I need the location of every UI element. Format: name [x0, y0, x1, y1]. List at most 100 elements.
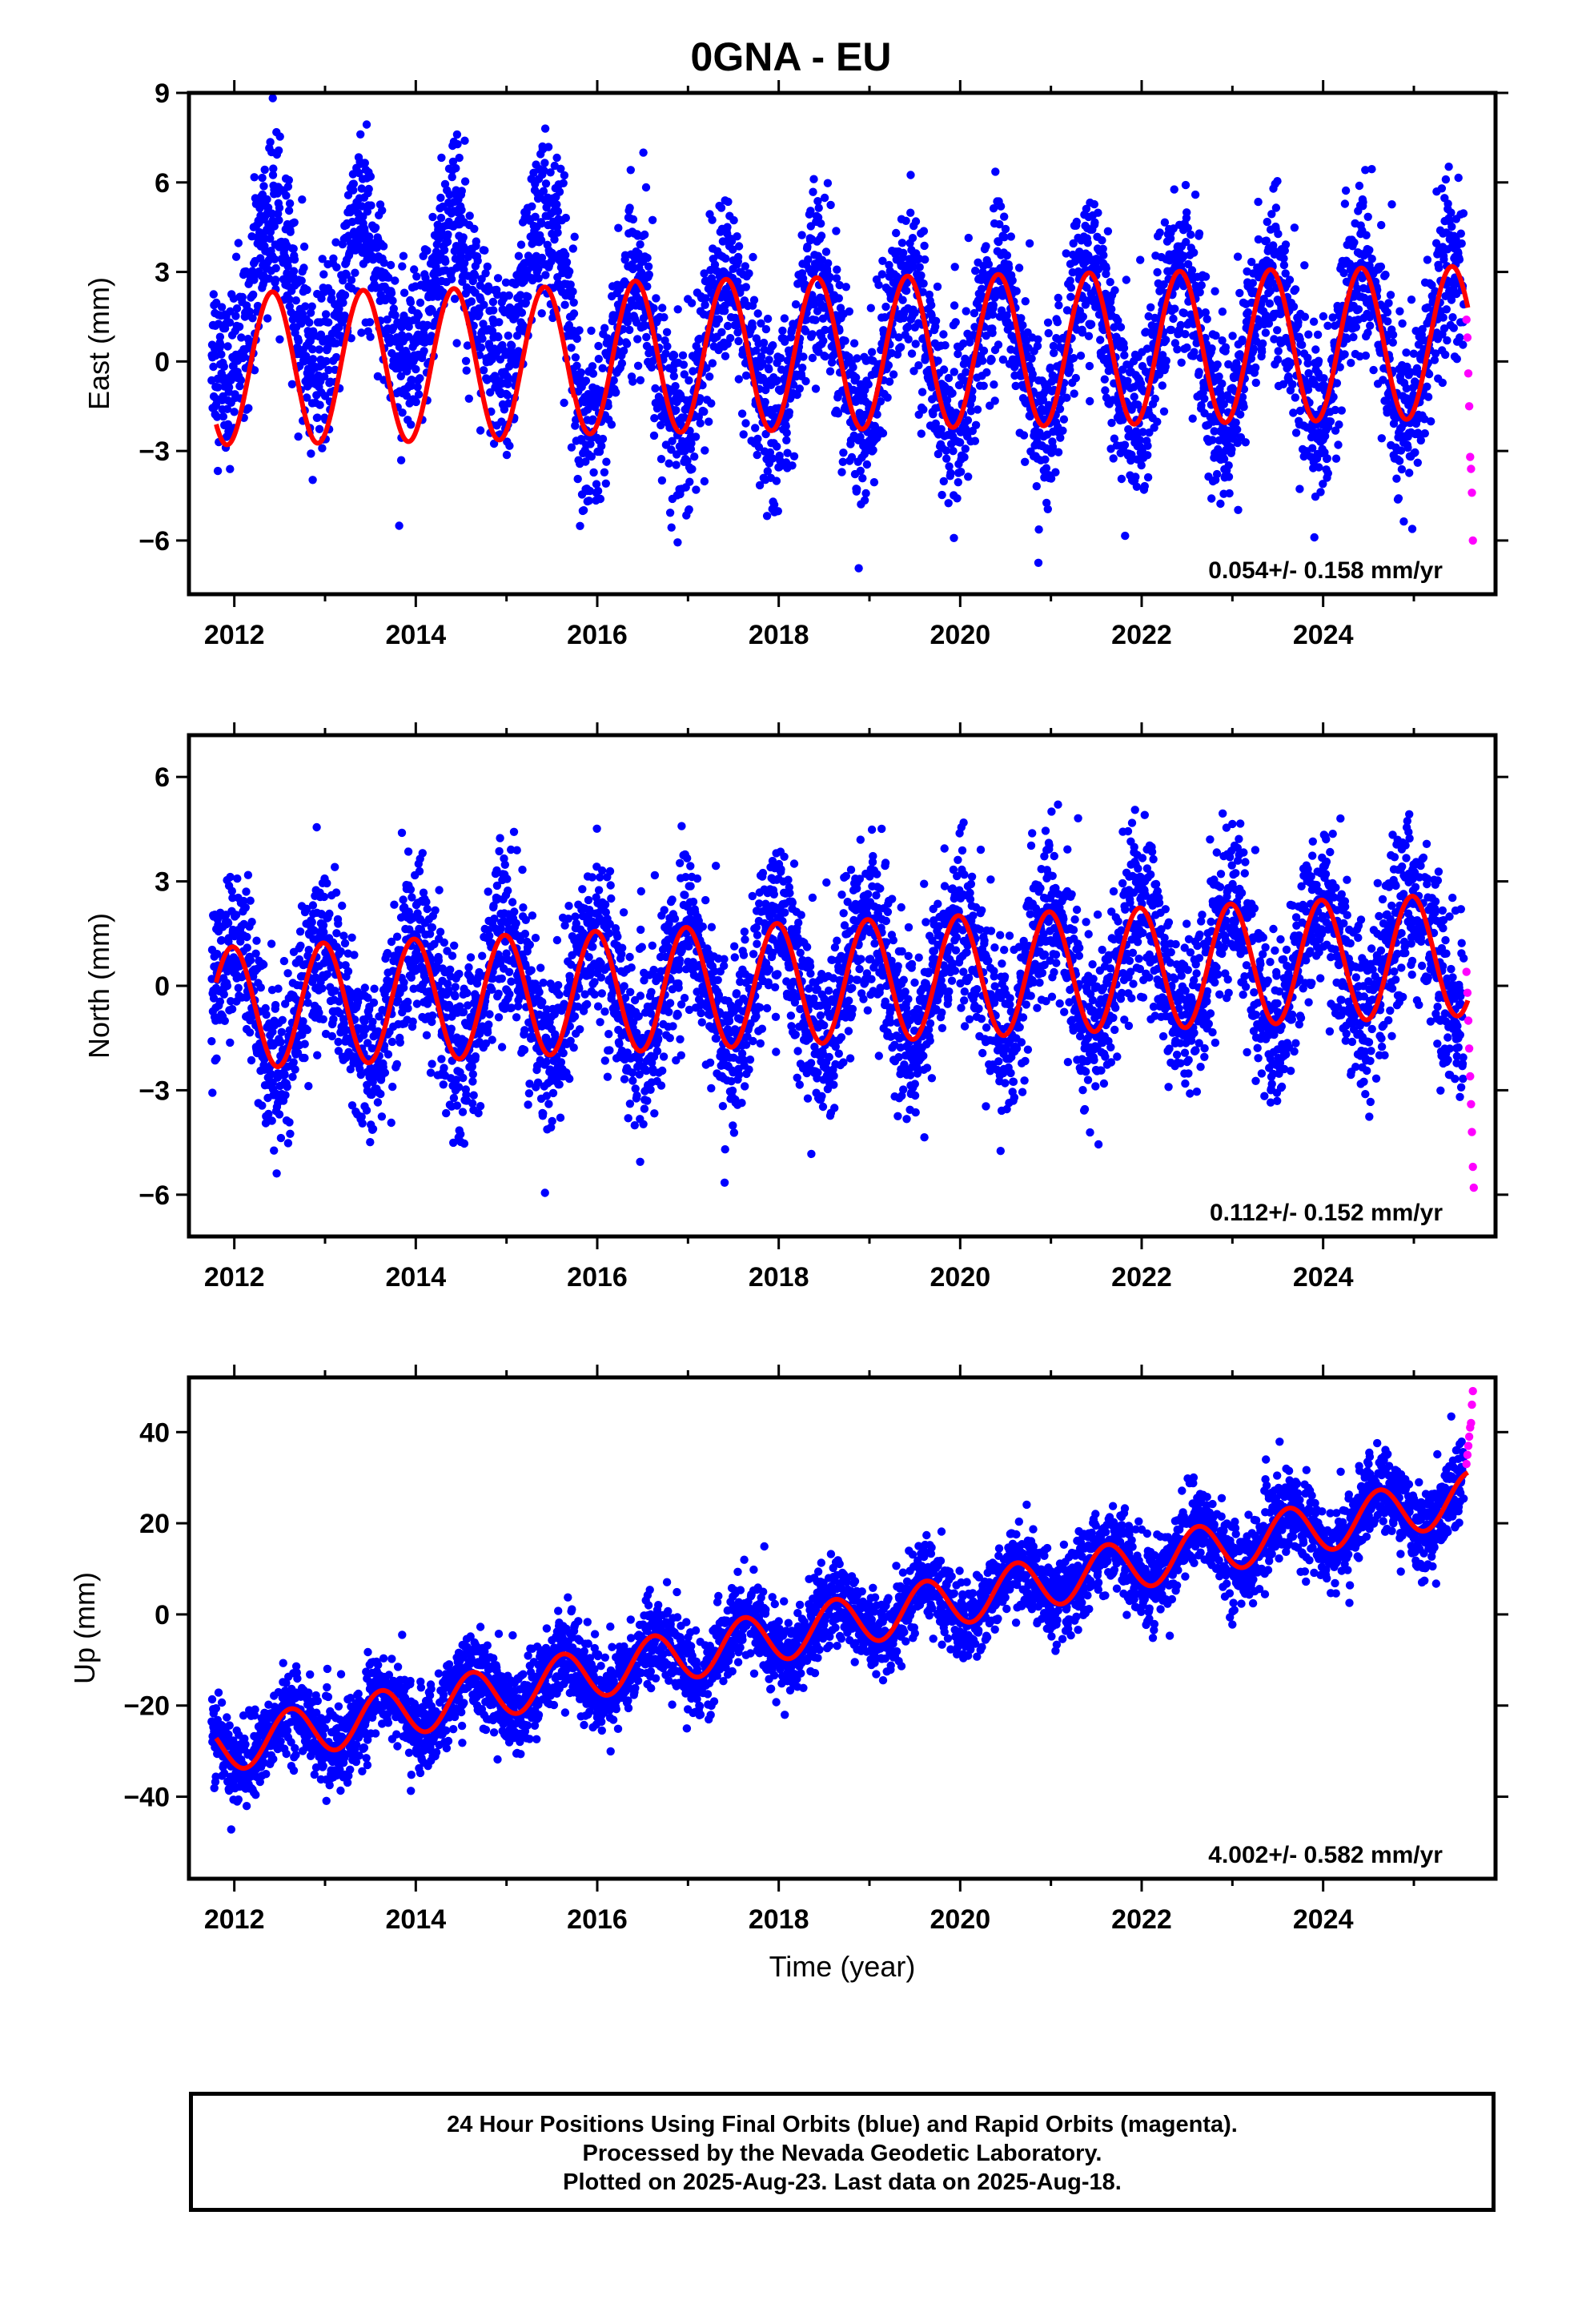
final-orbit-point — [1254, 235, 1263, 244]
final-orbit-point — [700, 269, 709, 278]
y-axis-label: East (mm) — [82, 277, 115, 410]
rapid-orbit-point — [1462, 316, 1471, 324]
final-orbit-point — [723, 321, 733, 331]
final-orbit-point — [357, 202, 367, 211]
final-orbit-point — [902, 286, 911, 296]
final-orbit-point — [285, 1118, 294, 1127]
final-orbit-point — [1249, 344, 1259, 353]
final-orbit-point — [957, 468, 966, 476]
final-orbit-point — [347, 334, 355, 343]
final-orbit-point — [427, 332, 436, 340]
final-orbit-point — [782, 428, 791, 437]
final-orbit-point — [707, 399, 716, 408]
final-orbit-point — [224, 383, 234, 392]
final-orbit-point — [1218, 308, 1227, 316]
final-orbit-point — [1000, 233, 1009, 242]
final-orbit-point — [308, 476, 317, 485]
final-orbit-point — [360, 159, 369, 167]
final-orbit-point — [484, 282, 493, 291]
final-orbit-point — [537, 219, 546, 228]
final-orbit-point — [1459, 340, 1468, 349]
final-orbit-point — [1254, 197, 1263, 207]
final-orbit-point — [944, 499, 953, 508]
final-orbit-point — [280, 1070, 289, 1080]
final-orbit-point — [678, 351, 688, 360]
final-orbit-point — [669, 351, 679, 360]
final-orbit-point — [303, 285, 311, 295]
y-tick-label: 0 — [155, 347, 170, 377]
final-orbit-point — [1050, 348, 1058, 357]
final-orbit-point — [1034, 525, 1043, 534]
final-orbit-point — [1383, 308, 1392, 317]
final-orbit-point — [984, 259, 994, 269]
final-orbit-point — [223, 342, 232, 351]
final-orbit-point — [988, 310, 998, 319]
final-orbit-point — [272, 1169, 281, 1178]
final-orbit-point — [568, 244, 577, 253]
final-orbit-point — [1341, 186, 1351, 195]
final-orbit-point — [226, 307, 235, 316]
final-orbit-point — [1160, 218, 1170, 227]
final-orbit-point — [765, 356, 773, 364]
y-tick-label: 9 — [155, 78, 170, 109]
final-orbit-point — [226, 464, 235, 473]
final-orbit-point — [1319, 374, 1328, 383]
final-orbit-point — [1076, 352, 1086, 360]
final-orbit-point — [560, 171, 569, 180]
final-orbit-point — [1173, 345, 1182, 354]
final-orbit-point — [951, 318, 960, 327]
final-orbit-point — [391, 276, 400, 285]
final-orbit-point — [331, 862, 339, 871]
final-orbit-point — [576, 521, 584, 530]
final-orbit-point — [866, 304, 876, 312]
final-orbit-point — [1119, 344, 1129, 352]
final-orbit-point — [453, 139, 462, 149]
final-orbit-point — [245, 339, 254, 348]
final-orbit-point — [268, 94, 277, 103]
final-orbit-point — [1267, 210, 1276, 219]
final-orbit-point — [481, 269, 490, 278]
final-orbit-point — [1441, 175, 1451, 184]
final-orbit-point — [1351, 323, 1361, 332]
final-orbit-point — [970, 308, 979, 318]
final-orbit-point — [636, 376, 645, 384]
final-orbit-point — [633, 361, 643, 370]
final-orbit-point — [288, 1072, 297, 1081]
final-orbit-point — [1107, 418, 1116, 428]
final-orbit-point — [816, 219, 825, 228]
final-orbit-point — [1340, 350, 1349, 359]
final-orbit-point — [821, 247, 831, 256]
final-orbit-point — [708, 359, 717, 368]
final-orbit-point — [734, 375, 743, 384]
final-orbit-point — [780, 314, 789, 323]
final-orbit-point — [795, 384, 804, 393]
final-orbit-point — [544, 143, 553, 151]
final-orbit-point — [275, 203, 284, 212]
final-orbit-point — [687, 439, 696, 448]
final-orbit-point — [769, 501, 779, 509]
final-orbit-point — [516, 240, 526, 249]
final-orbit-point — [1043, 318, 1053, 327]
final-orbit-point — [248, 314, 257, 323]
final-orbit-point — [982, 242, 990, 251]
final-orbit-point — [399, 251, 408, 260]
final-orbit-point — [657, 476, 667, 485]
final-orbit-point — [734, 336, 743, 346]
final-orbit-point — [1210, 427, 1219, 436]
final-orbit-point — [592, 480, 601, 489]
final-orbit-point — [448, 172, 456, 182]
final-orbit-point — [994, 237, 1003, 247]
final-orbit-point — [339, 298, 347, 308]
final-orbit-point — [452, 339, 461, 348]
final-orbit-point — [814, 203, 823, 212]
final-orbit-point — [396, 372, 405, 380]
final-orbit-point — [1197, 281, 1207, 290]
final-orbit-point — [1117, 474, 1126, 484]
final-orbit-point — [567, 344, 576, 352]
final-orbit-point — [217, 350, 226, 359]
final-orbit-point — [894, 333, 903, 342]
final-orbit-point — [628, 377, 637, 386]
final-orbit-point — [1040, 406, 1049, 416]
final-orbit-point — [1069, 239, 1078, 248]
final-orbit-point — [1234, 505, 1243, 514]
